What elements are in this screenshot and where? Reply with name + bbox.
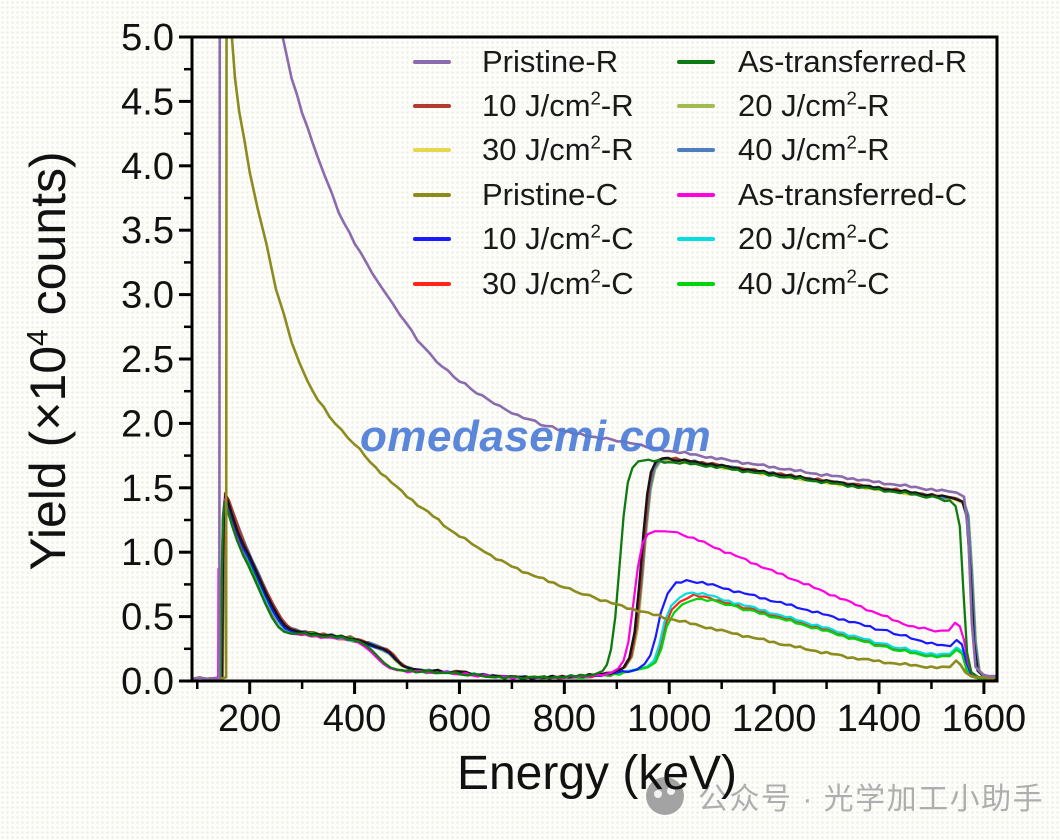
y-tick-label: 4.5 [121, 81, 174, 123]
legend-swatch-20-j-cm-r [677, 104, 715, 108]
legend-swatch-30-j-cm-r [413, 148, 451, 152]
wechat-icon [646, 777, 684, 815]
legend-swatch-40-j-cm-r [677, 148, 715, 152]
legend-label-20-j-cm-c: 20 J/cm2-C [738, 220, 890, 256]
watermark-center: omedasemi.com [360, 412, 712, 461]
legend-swatch-as-transferred-c [677, 193, 715, 197]
y-tick-label: 2.5 [121, 339, 174, 381]
y-axis-title: Yield (×104 counts) [20, 151, 76, 571]
legend-label-30-j-cm-c: 30 J/cm2-C [482, 265, 634, 301]
curve-40-j-cm-c [220, 499, 993, 680]
legend-label-10-j-cm-c: 10 J/cm2-C [482, 220, 634, 256]
curve-20-j-cm-c [220, 497, 993, 681]
legend-swatch-20-j-cm-c [677, 237, 715, 241]
y-tick-label: 0.0 [121, 661, 174, 703]
legend-label-30-j-cm-r: 30 J/cm2-R [482, 131, 634, 167]
y-tick-label: 0.5 [121, 597, 174, 639]
legend-swatch-pristine-r [413, 60, 451, 64]
x-tick-label: 800 [533, 698, 596, 740]
legend: 30 J/cm2-R 20 J/cm2-R 40 J/cm2-R 10 J/cm2-R… [400, 40, 1040, 315]
legend-swatch-pristine-c [413, 193, 451, 197]
x-tick-label: 1600 [942, 698, 1027, 740]
curve-pristine-c [193, 37, 996, 681]
curve-pristine-r [193, 37, 997, 681]
legend-label-40-j-cm-c: 40 J/cm2-C [738, 265, 890, 301]
x-tick-label: 600 [428, 698, 491, 740]
x-tick-label: 1200 [732, 698, 817, 740]
x-tick-label: 1000 [627, 698, 712, 740]
legend-label-40-j-cm-r: 40 J/cm2-R [738, 131, 890, 167]
legend-label-10-j-cm-r: 10 J/cm2-R [482, 87, 634, 123]
y-tick-label: 4.0 [121, 146, 174, 188]
legend-swatch-40-j-cm-c [677, 282, 715, 286]
curve-as-transferred-r [219, 458, 992, 681]
curve-10-j-cm-c [220, 494, 992, 681]
legend-swatch-as-transferred-r [677, 60, 715, 64]
legend-label-20-j-cm-r: 20 J/cm2-R [738, 87, 890, 123]
legend-label-pristine-r: Pristine-R [482, 44, 619, 79]
legend-label-as-transferred-c: As-transferred-C [738, 177, 968, 212]
legend-swatch-10-j-cm-r [413, 104, 451, 108]
legend-swatch-30-j-cm-c [413, 282, 451, 286]
y-tick-label: 3.0 [121, 275, 174, 317]
y-tick-label: 5.0 [121, 17, 174, 59]
x-tick-label: 200 [218, 698, 281, 740]
legend-swatch-10-j-cm-c [413, 237, 451, 241]
watermark-bottom: 公众号 · 光学加工小助手 [698, 783, 1045, 816]
y-tick-label: 2.0 [121, 403, 174, 445]
y-tick-label: 1.5 [121, 468, 174, 510]
x-tick-label: 400 [323, 698, 386, 740]
x-axis-title: Energy (keV) [456, 747, 738, 800]
y-tick-label: 3.5 [121, 210, 174, 252]
curve-as-transferred-c [193, 498, 993, 681]
legend-label-pristine-c: Pristine-C [482, 177, 619, 212]
curve-30-j-cm-c [220, 499, 993, 680]
x-tick-label: 1400 [837, 698, 922, 740]
legend-label-as-transferred-r: As-transferred-R [738, 44, 968, 79]
y-tick-label: 1.0 [121, 532, 174, 574]
